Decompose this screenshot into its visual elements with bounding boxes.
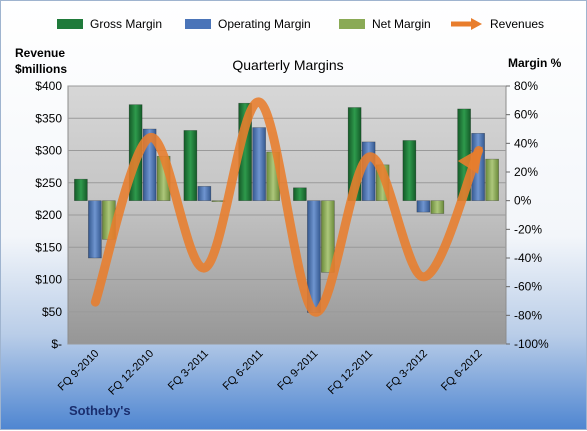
revenues-line bbox=[90, 97, 484, 317]
bar-operating-margin bbox=[416, 200, 431, 213]
left-tick-label: $100 bbox=[35, 273, 62, 287]
bar-net-margin bbox=[485, 158, 499, 201]
category-label: FQ 12-2010 bbox=[106, 348, 156, 398]
category-label: FQ 6-2012 bbox=[439, 348, 485, 394]
chart-title: Quarterly Margins bbox=[232, 57, 343, 73]
right-tick-label: -60% bbox=[514, 280, 542, 294]
left-tick-label: $50 bbox=[42, 305, 62, 319]
right-tick-label: -40% bbox=[514, 251, 542, 265]
legend-label-revenues: Revenues bbox=[490, 17, 545, 31]
left-axis-label-line2: $millions bbox=[15, 62, 67, 76]
category-label: FQ 9-2010 bbox=[56, 348, 102, 394]
revenues-arrowhead bbox=[457, 146, 483, 174]
right-tick-label: 0% bbox=[514, 194, 532, 208]
legend-swatch-gross-margin bbox=[57, 19, 83, 29]
bar-net-margin bbox=[430, 200, 445, 214]
category-label: FQ 3-2011 bbox=[166, 348, 211, 393]
legend-label-net-margin: Net Margin bbox=[372, 17, 431, 31]
right-tick-label: 40% bbox=[514, 136, 538, 150]
legend-swatch-operating-margin bbox=[185, 19, 211, 29]
category-label: FQ 12-2011 bbox=[326, 348, 375, 397]
bar-gross-margin bbox=[183, 130, 198, 201]
left-tick-label: $- bbox=[51, 337, 62, 351]
bar-gross-margin bbox=[402, 140, 417, 201]
legend-label-operating-margin: Operating Margin bbox=[218, 17, 311, 31]
bar-operating-margin bbox=[88, 200, 102, 259]
right-tick-label: 20% bbox=[514, 165, 538, 179]
category-label: FQ 9-2011 bbox=[275, 348, 320, 393]
left-tick-label: $150 bbox=[35, 240, 62, 254]
left-tick-label: $200 bbox=[35, 208, 62, 222]
left-tick-label: $250 bbox=[35, 176, 62, 190]
right-axis-label: Margin % bbox=[508, 56, 562, 70]
right-tick-label: 80% bbox=[514, 79, 538, 93]
bar-gross-margin bbox=[74, 178, 88, 201]
left-axis-label-line1: Revenue bbox=[15, 46, 65, 60]
left-tick-label: $300 bbox=[35, 144, 62, 158]
bar-operating-margin bbox=[197, 186, 212, 201]
left-tick-label: $350 bbox=[35, 111, 62, 125]
bar-operating-margin bbox=[252, 127, 266, 201]
category-label: FQ 6-2011 bbox=[221, 348, 266, 393]
footer-label: Sotheby's bbox=[69, 403, 131, 418]
legend-swatch-revenues bbox=[449, 17, 483, 31]
right-tick-label: 60% bbox=[514, 108, 538, 122]
right-tick-label: -20% bbox=[514, 222, 542, 236]
bar-net-margin bbox=[321, 200, 335, 273]
legend-swatch-net-margin bbox=[339, 19, 365, 29]
bar-gross-margin bbox=[293, 187, 307, 201]
left-tick-label: $400 bbox=[35, 79, 62, 93]
right-tick-label: -80% bbox=[514, 308, 542, 322]
legend-label-gross-margin: Gross Margin bbox=[90, 17, 163, 31]
category-label: FQ 3-2012 bbox=[384, 348, 430, 394]
right-tick-label: -100% bbox=[514, 337, 549, 351]
